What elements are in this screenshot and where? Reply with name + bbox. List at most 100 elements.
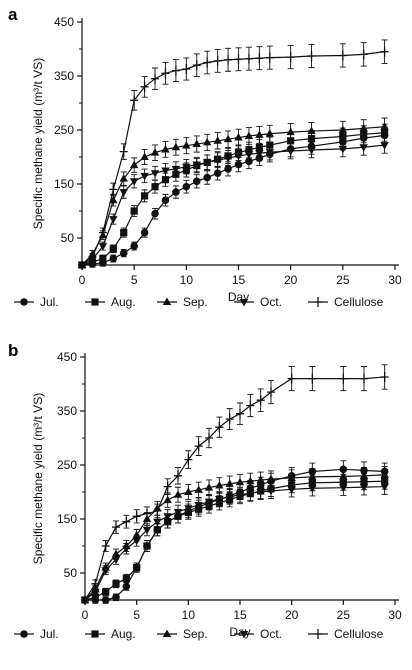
x-tick-label: 30: [388, 273, 402, 287]
data-point: [286, 148, 295, 156]
data-point: [213, 136, 222, 144]
legend-label: Aug.: [111, 295, 136, 309]
data-point: [133, 564, 141, 572]
data-point: [223, 134, 233, 143]
data-point: [194, 501, 203, 510]
data-point: [244, 131, 254, 139]
data-point: [287, 486, 296, 494]
data-point: [266, 474, 276, 483]
data-point: [215, 481, 224, 489]
data-point: [234, 160, 243, 169]
x-tick-label: 0: [82, 608, 89, 622]
data-point: [308, 472, 317, 480]
legend-label: Jul.: [40, 295, 59, 309]
x-tick-label: 0: [79, 273, 86, 287]
y-tick-label: 50: [61, 231, 75, 245]
data-point: [150, 170, 160, 178]
data-point: [98, 227, 107, 238]
data-point: [182, 63, 191, 74]
data-point: [192, 177, 201, 186]
panel-letter: b: [8, 341, 18, 360]
data-point: [265, 52, 274, 63]
data-point: [215, 496, 224, 504]
data-point: [91, 593, 99, 601]
data-point: [172, 188, 180, 196]
x-tick-label: 10: [180, 273, 194, 287]
data-point: [132, 530, 141, 539]
x-tick-label: 10: [182, 608, 196, 622]
data-point: [215, 422, 224, 433]
data-point: [308, 485, 317, 493]
data-point: [246, 400, 255, 411]
data-point: [380, 371, 389, 382]
y-axis-title: Specific methane yield (m³/t VS): [31, 58, 45, 229]
data-point: [140, 228, 149, 237]
data-point: [109, 216, 118, 224]
data-point: [122, 582, 131, 591]
data-point: [184, 487, 193, 495]
x-tick-label: 30: [388, 608, 402, 622]
data-point: [161, 196, 170, 204]
data-point: [339, 471, 348, 480]
data-point: [256, 475, 265, 484]
x-tick-label: 20: [285, 608, 299, 622]
legend-label: Cellulose: [334, 295, 384, 309]
data-point: [255, 150, 264, 158]
data-point: [182, 141, 191, 149]
data-point: [380, 470, 389, 478]
data-point: [223, 155, 233, 163]
data-point: [213, 55, 222, 66]
data-point: [244, 151, 254, 159]
data-point: [204, 483, 214, 491]
data-point: [338, 145, 348, 154]
series-line: [81, 51, 385, 266]
data-point: [174, 470, 182, 481]
y-tick-label: 250: [57, 458, 77, 472]
data-point: [246, 476, 255, 485]
data-point: [163, 481, 172, 492]
data-point: [101, 541, 110, 551]
data-point: [213, 157, 222, 165]
data-point: [129, 160, 139, 169]
data-point: [234, 54, 243, 65]
series-line: [84, 480, 385, 601]
data-point: [255, 53, 264, 64]
series-sep: [77, 117, 389, 268]
data-point: [266, 487, 276, 496]
data-point: [194, 485, 203, 493]
data-point: [111, 549, 121, 558]
y-tick-label: 350: [54, 69, 74, 83]
legend-symbol-marker: [162, 297, 172, 305]
data-point: [287, 473, 296, 481]
legend-symbol-marker: [20, 630, 28, 638]
data-point: [109, 184, 118, 195]
data-point: [109, 245, 117, 253]
data-point: [246, 490, 255, 498]
data-point: [256, 489, 265, 497]
legend-label: Jul.: [40, 627, 59, 641]
y-tick-label: 150: [57, 512, 77, 526]
data-point: [153, 526, 161, 534]
data-point: [235, 477, 245, 486]
data-point: [184, 454, 193, 465]
data-point: [112, 593, 120, 602]
data-point: [150, 148, 160, 156]
data-point: [88, 251, 97, 262]
data-point: [140, 152, 149, 160]
data-point: [286, 127, 295, 136]
data-point: [171, 142, 181, 151]
legend: Jul. Aug. Sep. Oct. Cellulose: [14, 295, 384, 309]
data-point: [171, 165, 181, 174]
legend-label: Aug.: [111, 627, 136, 641]
data-point: [203, 137, 212, 146]
data-point: [161, 176, 170, 184]
data-point: [265, 149, 274, 157]
data-point: [255, 130, 264, 138]
data-point: [224, 54, 233, 65]
data-point: [194, 441, 203, 452]
data-point: [91, 588, 100, 597]
data-point: [122, 574, 130, 582]
data-point: [151, 209, 159, 218]
